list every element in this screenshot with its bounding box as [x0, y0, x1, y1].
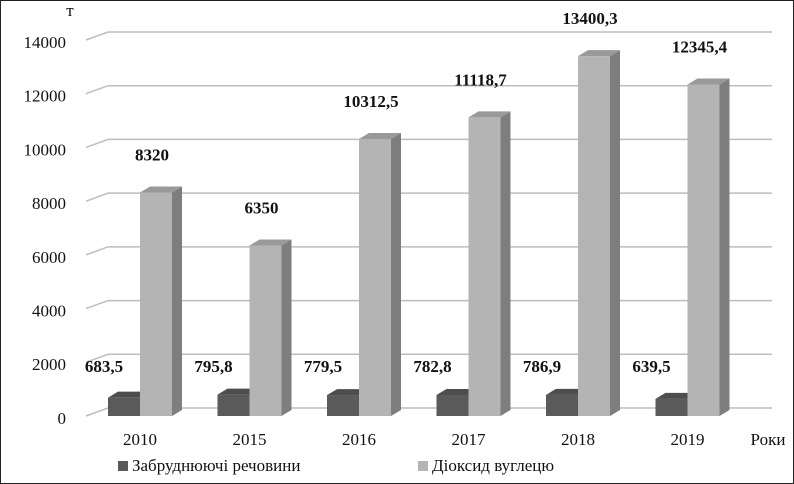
x-tick-label: 2010 [123, 430, 157, 449]
bar-side [391, 133, 401, 417]
bar-top [140, 186, 182, 193]
grid-line [85, 246, 772, 256]
bar-top [359, 133, 401, 140]
y-tick-label: 2000 [32, 355, 66, 374]
x-tick-label: 2019 [671, 430, 705, 449]
bar-top [655, 392, 698, 399]
legend-swatch [418, 461, 428, 471]
y-axis-label: т [66, 1, 74, 20]
bar [546, 394, 578, 416]
bar-top [436, 388, 479, 395]
legend-label: Забруднюючі речовини [132, 456, 300, 475]
bar [140, 192, 172, 416]
bar-side [172, 186, 182, 416]
bar-top [687, 78, 730, 85]
bar [655, 398, 688, 416]
bar-top [327, 389, 369, 396]
y-tick-label: 8000 [32, 194, 66, 213]
data-label: 786,9 [523, 357, 561, 376]
bar [108, 397, 140, 416]
bar [468, 117, 501, 416]
data-label: 779,5 [304, 357, 342, 376]
y-tick-label: 4000 [32, 301, 66, 320]
bar-top [468, 111, 511, 118]
x-tick-label: 2017 [452, 430, 487, 449]
grid-line [85, 31, 772, 41]
x-tick-label: 2016 [342, 430, 376, 449]
bar [249, 245, 282, 416]
bar-top [249, 239, 292, 246]
bar [217, 394, 250, 416]
bar-side [610, 50, 620, 416]
bar [578, 56, 610, 416]
y-tick-label: 14000 [24, 33, 67, 52]
bar-side [500, 111, 511, 416]
data-label: 795,8 [194, 357, 232, 376]
bar [359, 139, 391, 417]
data-label: 11118,7 [454, 70, 507, 89]
grid-line [85, 84, 772, 95]
x-axis-label: Роки [751, 430, 786, 449]
grid-line [85, 353, 772, 363]
bar-top [578, 50, 620, 57]
legend-swatch [118, 461, 128, 471]
bar-top [546, 388, 588, 395]
data-label: 13400,3 [562, 9, 617, 28]
data-label: 12345,4 [672, 37, 728, 56]
bar [327, 395, 359, 416]
bar [687, 84, 720, 416]
bar-top [217, 388, 260, 395]
bar [436, 394, 469, 416]
x-tick-label: 2015 [233, 430, 267, 449]
data-label: 683,5 [85, 357, 123, 376]
bar-side [281, 239, 292, 416]
y-tick-label: 0 [58, 409, 67, 428]
x-tick-label: 2018 [561, 430, 595, 449]
bar-side [719, 78, 730, 416]
grid-line [85, 192, 772, 202]
legend-label: Діоксид вуглецю [432, 456, 554, 475]
data-label: 10312,5 [343, 92, 398, 111]
bar-top [108, 391, 150, 398]
data-label: 782,8 [413, 357, 451, 376]
data-label: 6350 [245, 198, 279, 217]
grid-line [85, 138, 772, 149]
data-label: 639,5 [632, 357, 670, 376]
grid-line [85, 299, 772, 310]
data-label: 8320 [135, 145, 169, 164]
y-tick-label: 10000 [24, 140, 67, 159]
y-tick-label: 6000 [32, 248, 66, 267]
y-tick-label: 12000 [24, 87, 67, 106]
